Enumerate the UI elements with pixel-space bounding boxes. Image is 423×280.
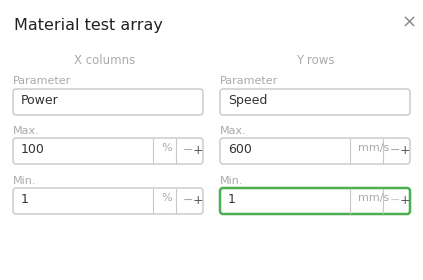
Text: %: % bbox=[161, 193, 172, 203]
FancyBboxPatch shape bbox=[220, 89, 410, 115]
Text: Parameter: Parameter bbox=[13, 76, 71, 86]
Text: 100: 100 bbox=[21, 143, 45, 156]
Text: Parameter: Parameter bbox=[220, 76, 278, 86]
Text: mm/s: mm/s bbox=[358, 143, 389, 153]
FancyBboxPatch shape bbox=[13, 89, 203, 115]
Text: −: − bbox=[390, 144, 401, 157]
Text: −: − bbox=[390, 194, 401, 207]
FancyBboxPatch shape bbox=[220, 188, 410, 214]
Text: Min.: Min. bbox=[13, 176, 36, 186]
Text: −: − bbox=[183, 144, 193, 157]
Text: ×: × bbox=[401, 14, 417, 32]
Text: 600: 600 bbox=[228, 143, 252, 156]
Text: Power: Power bbox=[21, 94, 59, 107]
Text: Speed: Speed bbox=[228, 94, 267, 107]
Text: 1: 1 bbox=[228, 193, 236, 206]
Text: Max.: Max. bbox=[13, 126, 40, 136]
FancyBboxPatch shape bbox=[13, 138, 203, 164]
Text: Y rows: Y rows bbox=[296, 54, 334, 67]
Text: Max.: Max. bbox=[220, 126, 247, 136]
Text: X columns: X columns bbox=[74, 54, 136, 67]
Text: +: + bbox=[400, 194, 411, 207]
Text: +: + bbox=[193, 144, 203, 157]
FancyBboxPatch shape bbox=[13, 188, 203, 214]
Text: Material test array: Material test array bbox=[14, 18, 163, 33]
Text: Min.: Min. bbox=[220, 176, 244, 186]
Text: mm/s: mm/s bbox=[358, 193, 389, 203]
Text: 1: 1 bbox=[21, 193, 29, 206]
Text: −: − bbox=[183, 194, 193, 207]
Text: %: % bbox=[161, 143, 172, 153]
Text: +: + bbox=[193, 194, 203, 207]
Text: +: + bbox=[400, 144, 411, 157]
FancyBboxPatch shape bbox=[220, 138, 410, 164]
